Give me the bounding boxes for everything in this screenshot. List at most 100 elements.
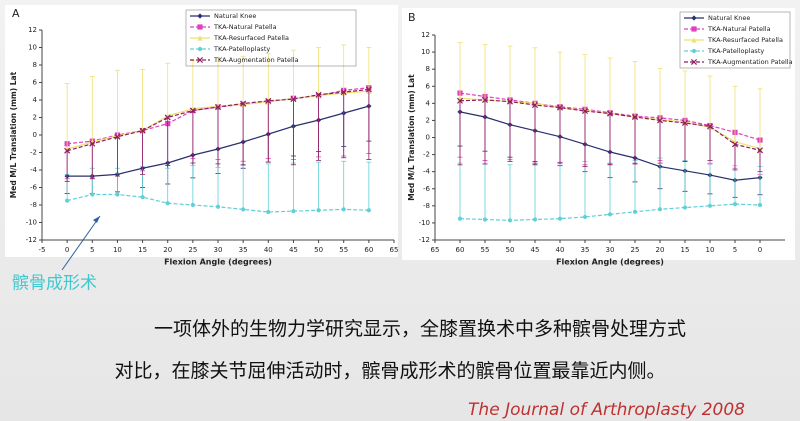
legend-label: TKA-Natural Patella	[707, 25, 771, 33]
y-tick-label: 10	[28, 44, 37, 52]
legend-box	[679, 11, 791, 69]
legend-label: TKA-Resurfaced Patella	[213, 34, 289, 42]
annotation-arrow	[61, 215, 101, 271]
marker	[189, 107, 196, 114]
x-axis-label: Flexion Angle (degrees)	[556, 258, 664, 267]
marker	[290, 96, 297, 103]
marker	[197, 35, 203, 41]
y-tick-label: 0	[426, 134, 430, 142]
panel-label: B	[408, 11, 416, 24]
marker	[691, 48, 697, 54]
y-tick-label: -10	[419, 219, 430, 227]
y-tick-label: 12	[421, 31, 430, 39]
marker	[240, 100, 247, 107]
legend-label: TKA-Patelloplasty	[213, 45, 270, 53]
y-tick-label: -8	[30, 201, 37, 209]
panel-label: A	[12, 7, 20, 20]
marker	[482, 217, 488, 222]
x-tick-label: 35	[239, 246, 248, 254]
x-tick-label: 15	[138, 246, 147, 254]
marker	[556, 104, 564, 111]
x-tick-label: 0	[65, 246, 69, 254]
y-tick-label: -12	[26, 236, 37, 244]
marker	[139, 127, 146, 134]
x-tick-label: 25	[631, 246, 640, 254]
marker	[691, 26, 697, 32]
y-tick-label: -4	[423, 168, 431, 176]
legend-label: Natural Knee	[708, 14, 750, 22]
marker	[65, 198, 70, 203]
panel-a-bg	[5, 5, 398, 257]
x-tick-label: -5	[39, 246, 46, 254]
caption-line: 一项体外的生物力学研究显示，全膝置换术中多种髌骨处理方式	[154, 318, 686, 340]
annotation: 髌骨成形术	[12, 274, 97, 294]
x-tick-label: 15	[681, 246, 690, 254]
x-tick-label: 55	[339, 246, 348, 254]
marker	[656, 117, 664, 124]
marker	[690, 58, 698, 66]
x-tick-label: 0	[758, 246, 762, 254]
y-tick-label: 0	[33, 131, 37, 139]
marker	[631, 113, 639, 121]
marker	[657, 116, 663, 123]
marker	[197, 46, 203, 52]
legend-label: TKA-Resurfaced Patella	[707, 36, 783, 44]
x-tick-label: 30	[214, 246, 223, 254]
x-tick-label: 60	[364, 246, 373, 254]
source: The Journal of Arthroplasty 2008	[468, 400, 745, 420]
marker	[507, 218, 513, 223]
marker	[241, 207, 246, 212]
marker	[506, 98, 514, 105]
marker	[691, 15, 697, 21]
x-tick-label: 55	[481, 246, 490, 254]
x-tick-label: 40	[264, 246, 273, 254]
y-tick-label: 2	[426, 116, 430, 124]
x-tick-label: 65	[390, 246, 399, 254]
y-tick-label: -2	[30, 149, 37, 157]
marker	[190, 202, 195, 208]
x-tick-label: 10	[706, 246, 715, 254]
marker	[90, 192, 95, 197]
marker	[756, 147, 764, 154]
y-tick-label: -6	[423, 185, 431, 193]
marker	[165, 201, 170, 206]
marker	[706, 123, 714, 130]
x-tick-label: 5	[90, 246, 94, 254]
marker	[165, 113, 171, 119]
x-tick-label: 40	[556, 246, 565, 254]
x-tick-label: 30	[606, 246, 615, 254]
legend-label: TKA-Patelloplasty	[707, 47, 764, 55]
y-tick-label: -4	[30, 166, 38, 174]
legend-label: TKA-Augmentation Patella	[707, 58, 793, 66]
marker	[290, 95, 297, 101]
marker	[456, 97, 464, 104]
marker	[481, 96, 489, 103]
marker	[707, 203, 713, 208]
marker	[632, 209, 638, 214]
y-tick-label: 6	[426, 82, 431, 90]
legend-label: Natural Knee	[214, 12, 256, 20]
y-axis-label: Med M/L Translation (mm) Lat	[9, 71, 18, 198]
x-tick-label: 20	[163, 246, 172, 254]
marker	[214, 103, 222, 111]
y-tick-label: -8	[423, 202, 430, 210]
y-tick-label: 4	[426, 99, 431, 107]
marker	[691, 37, 697, 43]
legend-box	[185, 9, 357, 67]
y-axis-label: Med M/L Translation (mm) Lat	[407, 74, 416, 201]
y-tick-label: 2	[33, 114, 37, 122]
marker	[731, 141, 739, 148]
x-tick-label: 35	[581, 246, 590, 254]
marker	[265, 97, 272, 104]
marker	[365, 86, 372, 93]
marker	[266, 209, 271, 215]
marker	[366, 208, 371, 213]
y-tick-label: 12	[28, 26, 37, 34]
caption-line: 对比，在膝关节屈伸活动时，髌骨成形术的髌骨位置最靠近内侧。	[114, 360, 665, 382]
marker	[607, 212, 613, 217]
marker	[681, 119, 689, 127]
x-tick-label: 20	[656, 246, 665, 254]
x-tick-label: 5	[733, 246, 737, 254]
